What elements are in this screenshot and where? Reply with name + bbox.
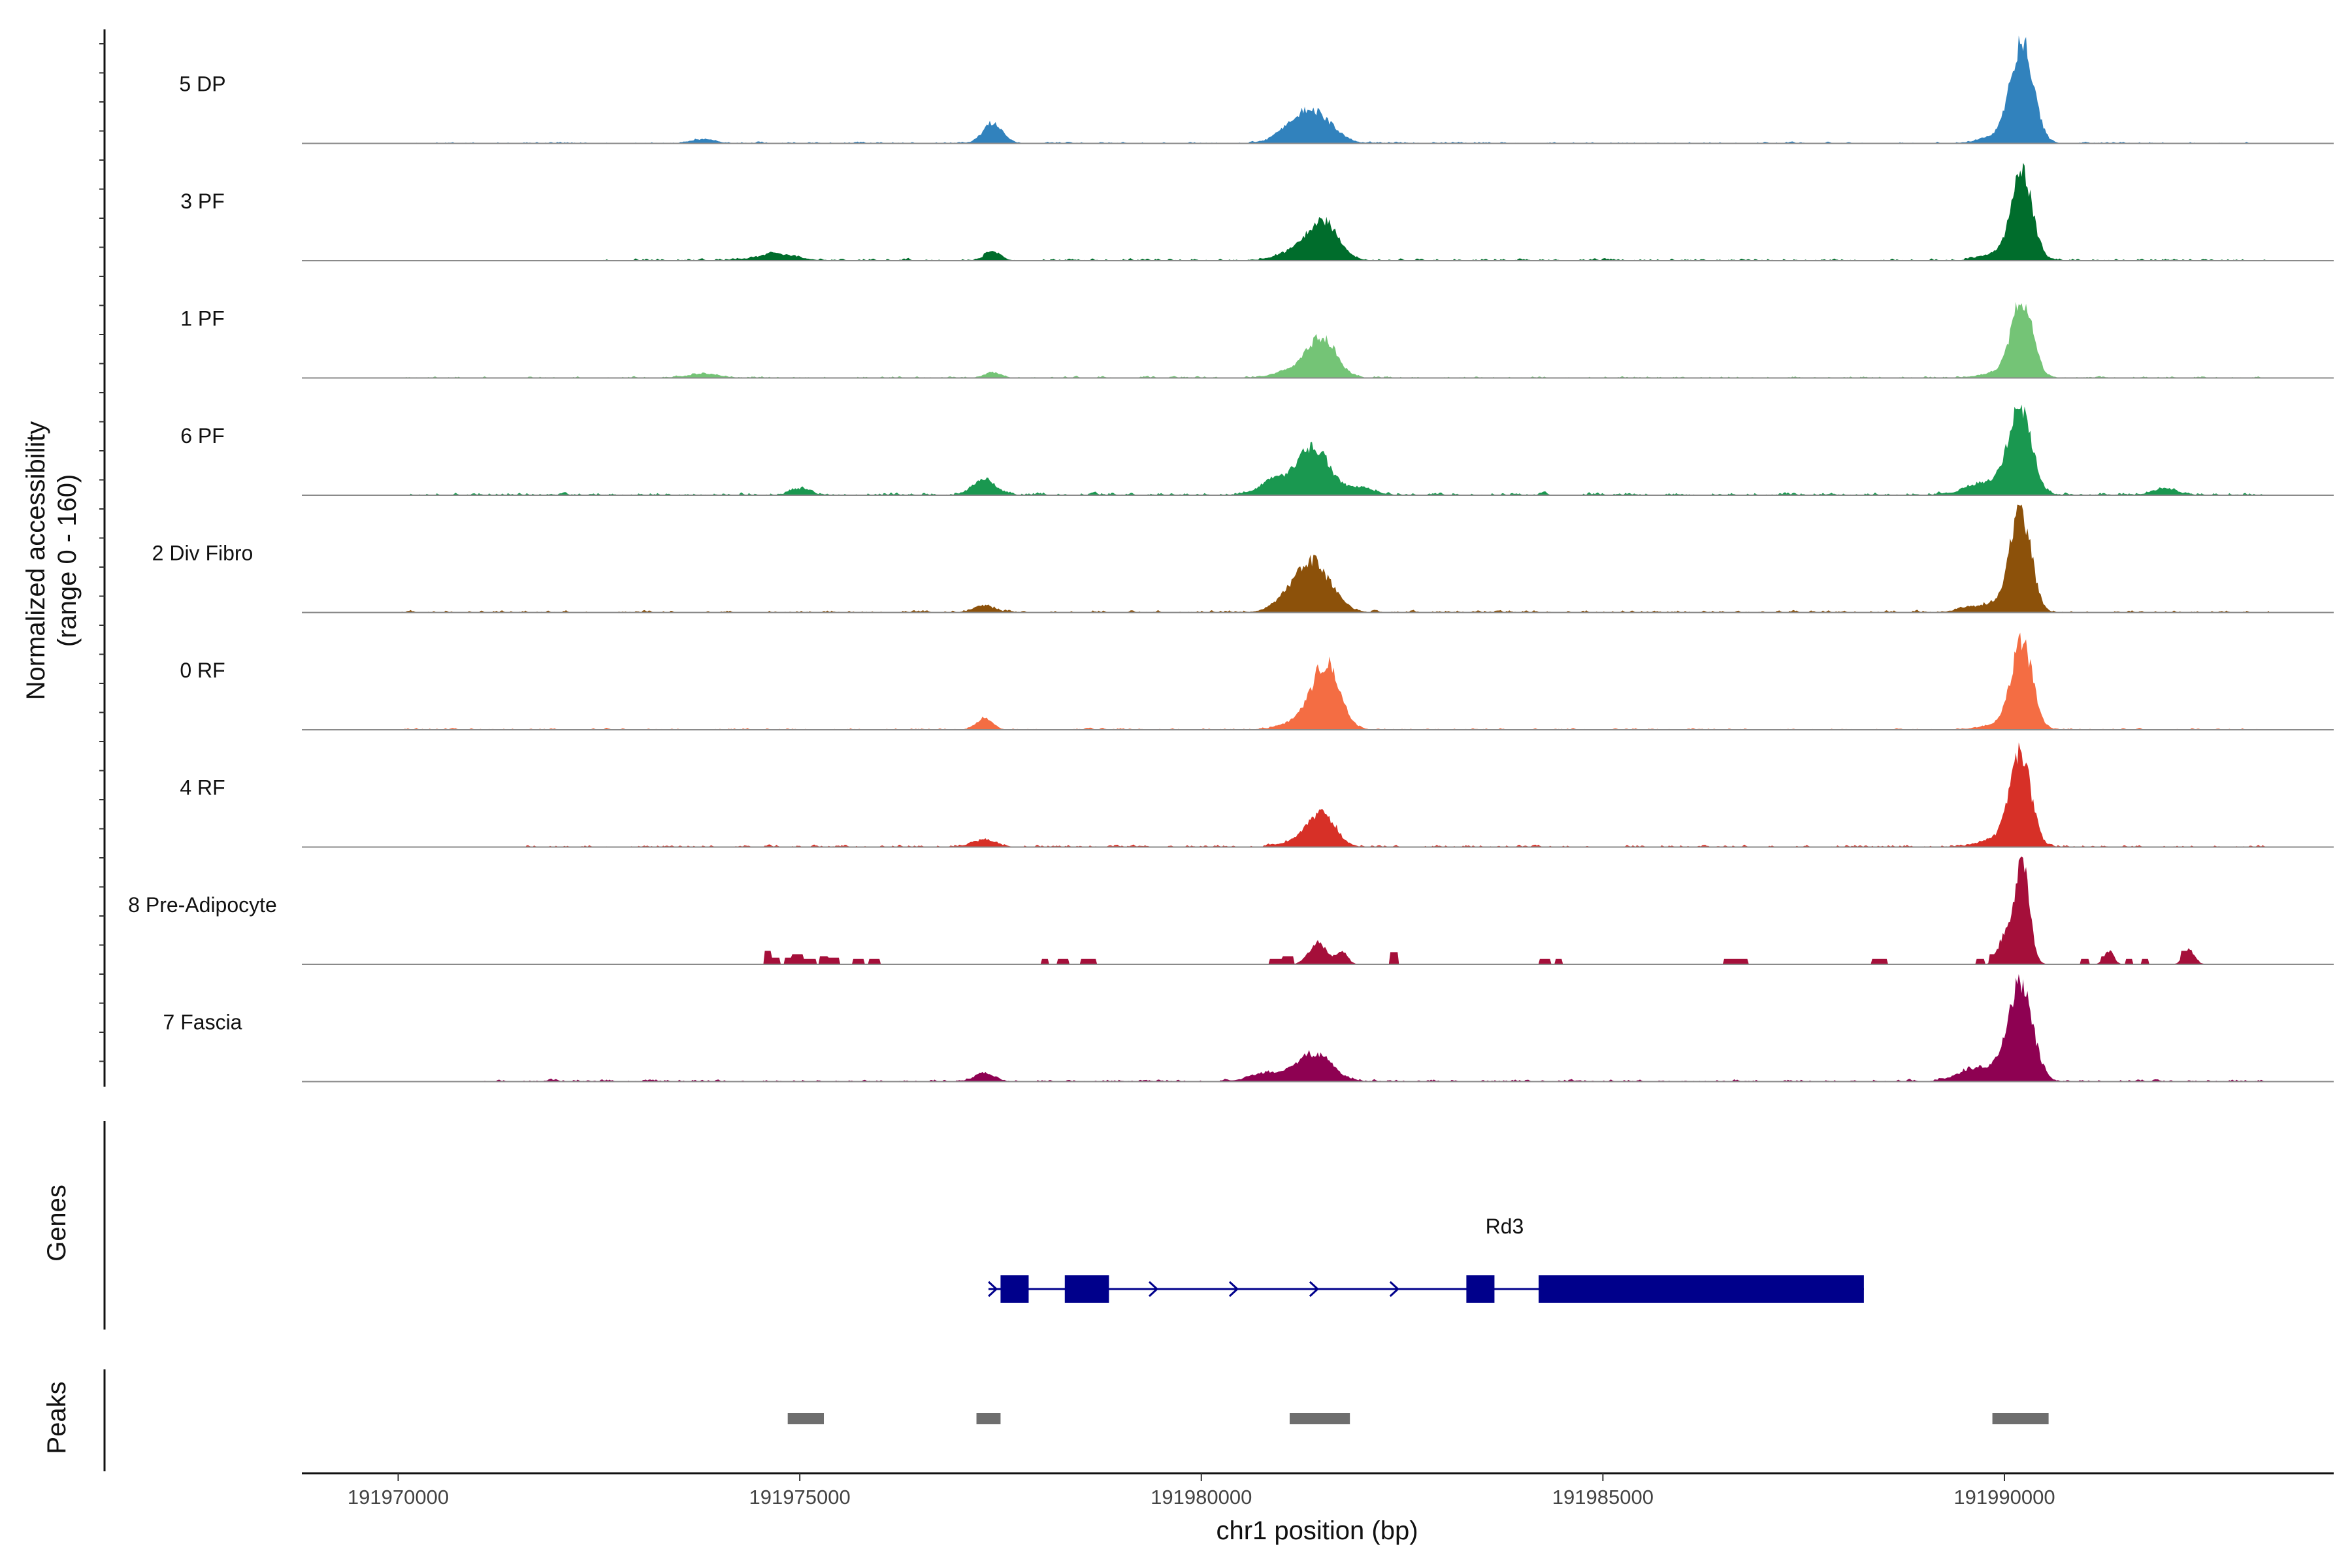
coverage-area-0-rf: [302, 632, 2334, 730]
track-label-1-pf: 1 PF: [180, 307, 225, 331]
y-axis-title: Normalized accessibility: [22, 421, 50, 700]
coverage-area-5-dp: [302, 35, 2334, 144]
y-axis-range-label: (range 0 - 160): [53, 474, 82, 647]
gene-exon: [1000, 1275, 1029, 1303]
gene-exon: [1539, 1275, 1864, 1303]
track-label-0-rf: 0 RF: [180, 659, 225, 682]
coverage-area-2-div-fibro: [302, 504, 2334, 613]
x-axis-title: chr1 position (bp): [1216, 1516, 1418, 1545]
genes-track: Rd3: [103, 1121, 1864, 1330]
gene-exon: [1064, 1275, 1109, 1303]
strand-arrow-icon: [1389, 1281, 1399, 1298]
peaks-track-label: Peaks: [42, 1381, 71, 1454]
strand-arrow-icon: [1148, 1281, 1159, 1298]
peak-region: [787, 1413, 825, 1424]
genes-track-label: Genes: [42, 1184, 71, 1262]
gene-exon: [1466, 1275, 1495, 1303]
track-label-4-rf: 4 RF: [180, 776, 225, 800]
track-3-pf: 3 PF: [180, 163, 2334, 261]
track-2-div-fibro: 2 Div Fibro: [152, 504, 2334, 613]
coverage-area-3-pf: [302, 163, 2334, 261]
x-tick-label: 191990000: [1953, 1486, 2055, 1509]
x-tick-label: 191985000: [1552, 1486, 1654, 1509]
coverage-tracks: 5 DP 3 PF 1 PF 6 PF 2 Div Fibro 0 RF 4 RF 8 Pre…: [128, 35, 2334, 1083]
track-label-2-div-fibro: 2 Div Fibro: [152, 542, 253, 565]
x-tick-label: 191975000: [749, 1486, 851, 1509]
strand-arrow-icon: [1309, 1281, 1320, 1298]
x-tick-label: 191980000: [1151, 1486, 1252, 1509]
coverage-area-1-pf: [302, 302, 2334, 378]
track-label-7-fascia: 7 Fascia: [163, 1011, 242, 1034]
strand-arrow-icon: [1228, 1281, 1239, 1298]
track-7-fascia: 7 Fascia: [163, 974, 2334, 1083]
y-axis-coverage: [99, 29, 106, 1087]
coverage-area-6-pf: [302, 404, 2334, 495]
track-4-rf: 4 RF: [180, 742, 2334, 848]
peak-region: [976, 1413, 1001, 1424]
x-tick-label: 191970000: [348, 1486, 449, 1509]
strand-arrow-icon: [988, 1281, 998, 1298]
track-5-dp: 5 DP: [179, 35, 2334, 144]
peak-region: [1992, 1413, 2049, 1424]
track-label-3-pf: 3 PF: [180, 189, 225, 213]
x-axis: 191970000 191975000 191980000 191985000 1919…: [302, 1472, 2334, 1509]
track-6-pf: 6 PF: [180, 404, 2334, 496]
track-8-pre-adipocyte: 8 Pre-Adipocyte: [128, 857, 2334, 965]
coverage-area-4-rf: [302, 742, 2334, 847]
peak-region: [1289, 1413, 1350, 1424]
coverage-area-8-pre-adipocyte: [302, 857, 2334, 964]
track-0-rf: 0 RF: [180, 632, 2334, 730]
track-label-5-dp: 5 DP: [179, 73, 225, 96]
gene-rd3: Rd3: [988, 1215, 1864, 1303]
coverage-area-7-fascia: [302, 974, 2334, 1082]
peaks-track: [103, 1369, 2049, 1471]
track-1-pf: 1 PF: [180, 302, 2334, 379]
gene-name-label: Rd3: [1486, 1215, 1524, 1238]
track-label-6-pf: 6 PF: [180, 424, 225, 448]
track-label-8-pre-adipocyte: 8 Pre-Adipocyte: [128, 893, 277, 917]
